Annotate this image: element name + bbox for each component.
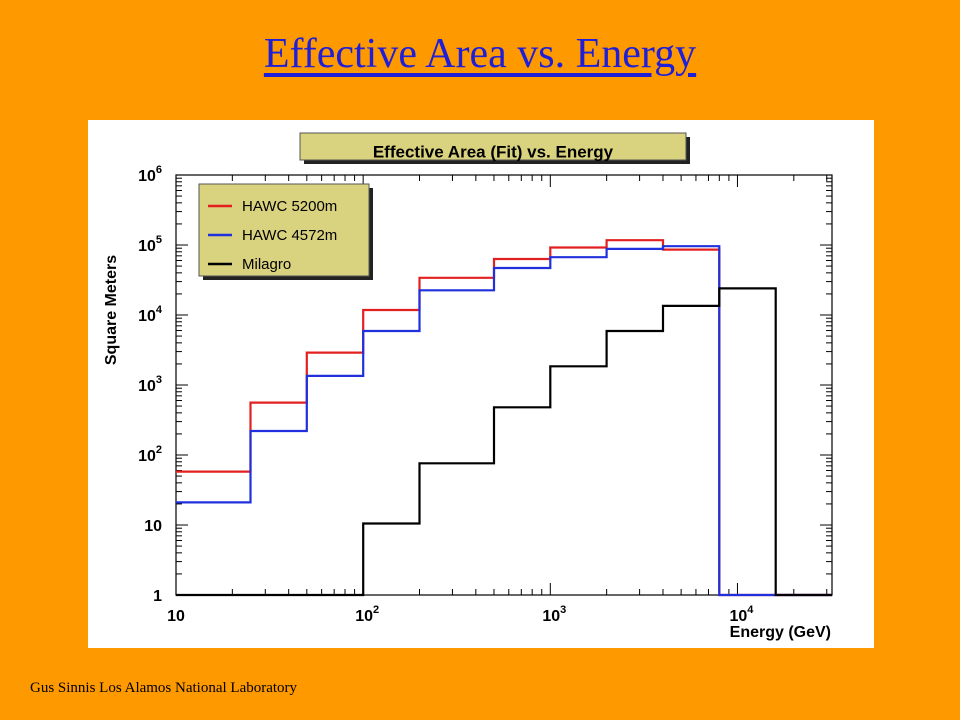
series-line-hawc-4572m: [176, 245, 832, 597]
y-tick-label: 102: [138, 444, 162, 465]
x-axis-label: Energy (GeV): [730, 624, 831, 641]
x-tick-label: 102: [355, 604, 379, 625]
chart-svg: Effective Area (Fit) vs. Energy 10 102 103…: [103, 132, 833, 641]
y-tick-label: 104: [138, 304, 163, 325]
legend-label-milagro: Milagro: [242, 256, 291, 273]
y-tick-label: 103: [138, 374, 162, 395]
legend-label-hawc-5200m: HAWC 5200m: [242, 198, 337, 215]
x-tick-label: 10: [167, 608, 185, 625]
series-line-hawc-5200m: [176, 239, 832, 597]
chart-title: Effective Area (Fit) vs. Energy: [373, 142, 614, 161]
legend: HAWC 5200m HAWC 4572m Milagro: [198, 183, 373, 280]
series-line-milagro: [176, 287, 832, 597]
chart-title-box: Effective Area (Fit) vs. Energy: [299, 132, 690, 164]
y-tick-label: 105: [138, 234, 162, 255]
x-tick-label: 104: [729, 604, 754, 625]
axis-ticks: [175, 175, 832, 596]
footer-credit: Gus Sinnis Los Alamos National Laborator…: [30, 680, 298, 696]
slide-title: Effective Area vs. Energy: [263, 31, 697, 77]
y-axis-label: Square Meters: [103, 255, 120, 365]
x-tick-labels: 10 102 103 104: [167, 604, 754, 625]
y-tick-labels: 1 10 102 103 104 105 106: [138, 164, 163, 605]
y-tick-label: 10: [144, 518, 162, 535]
series-layer: [176, 239, 832, 597]
x-tick-label: 103: [542, 604, 566, 625]
y-tick-label: 1: [153, 588, 162, 605]
legend-label-hawc-4572m: HAWC 4572m: [242, 227, 337, 244]
y-tick-label: 106: [138, 164, 162, 185]
chart-canvas: Effective Area (Fit) vs. Energy 10 102 103…: [88, 120, 874, 648]
